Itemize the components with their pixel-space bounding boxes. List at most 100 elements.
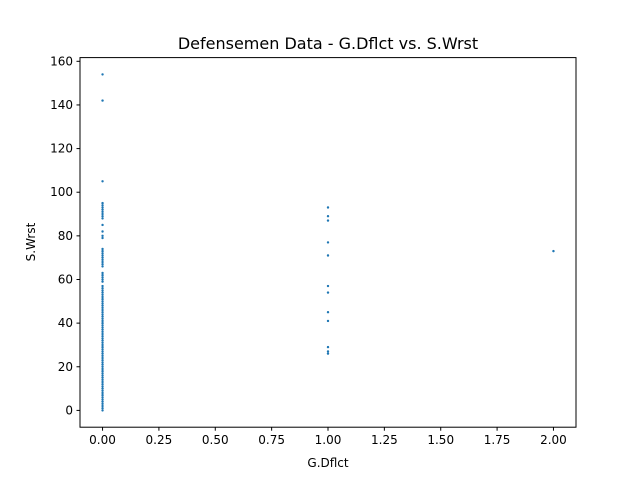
data-point — [101, 73, 104, 76]
data-point — [326, 350, 330, 353]
data-point — [101, 398, 104, 401]
data-point — [101, 380, 104, 384]
data-point — [101, 265, 104, 268]
data-point — [101, 278, 104, 281]
y-tick-label: 20 — [58, 360, 73, 374]
data-point — [101, 252, 104, 255]
data-point — [101, 361, 104, 364]
data-point — [101, 319, 104, 323]
data-point — [101, 291, 104, 294]
data-point — [326, 206, 330, 209]
y-axis-ticks: 0 20 40 60 80 100 120 140 160 — [50, 54, 80, 417]
data-point — [101, 393, 104, 397]
x-tick-label: 1.00 — [315, 433, 342, 447]
data-point — [101, 409, 104, 412]
y-tick-label: 40 — [58, 316, 73, 330]
data-point — [101, 223, 104, 227]
data-point — [101, 271, 104, 275]
data-point — [101, 247, 104, 251]
x-tick-label: 1.75 — [484, 433, 511, 447]
data-point — [101, 280, 104, 283]
x-tick-label: 1.25 — [371, 433, 398, 447]
data-point — [101, 297, 104, 301]
data-point — [101, 363, 104, 366]
data-point — [101, 236, 104, 240]
data-point — [101, 300, 104, 303]
data-point — [101, 201, 104, 205]
data-point — [101, 215, 104, 218]
y-tick-label: 60 — [58, 272, 73, 286]
data-point — [101, 284, 104, 288]
data-point — [101, 217, 104, 220]
data-point — [101, 396, 104, 399]
data-point — [101, 212, 104, 216]
data-point — [101, 208, 104, 211]
data-point — [101, 180, 104, 183]
data-point — [101, 276, 104, 279]
data-point — [101, 348, 104, 351]
data-point — [101, 354, 104, 358]
data-point — [326, 215, 330, 218]
data-point — [101, 341, 104, 344]
data-point — [101, 317, 104, 320]
data-point — [101, 337, 104, 340]
data-point — [101, 385, 104, 388]
data-point — [101, 391, 104, 395]
data-point — [101, 210, 104, 214]
data-point — [101, 308, 104, 312]
data-point — [101, 306, 104, 310]
data-point — [101, 324, 104, 327]
x-tick-label: 0.00 — [89, 433, 116, 447]
data-point — [101, 332, 104, 336]
data-point — [326, 352, 330, 355]
data-point — [101, 330, 104, 334]
data-point — [101, 295, 104, 299]
data-point — [101, 273, 104, 277]
data-point — [101, 313, 104, 316]
data-point — [101, 254, 104, 257]
data-point — [326, 241, 330, 244]
x-tick-label: 0.75 — [258, 433, 285, 447]
x-tick-label: 1.50 — [427, 433, 454, 447]
data-point — [101, 287, 104, 290]
data-point — [101, 230, 104, 233]
y-tick-label: 0 — [65, 403, 73, 417]
data-point — [101, 389, 104, 392]
y-axis-label: S.Wrst — [24, 222, 38, 261]
y-tick-label: 80 — [58, 229, 73, 243]
data-point — [326, 254, 330, 257]
data-point — [101, 404, 104, 408]
data-point — [101, 359, 104, 362]
x-tick-label: 0.50 — [202, 433, 229, 447]
data-point — [101, 372, 104, 375]
data-point — [101, 258, 104, 262]
data-point — [101, 293, 104, 296]
data-point — [101, 378, 104, 382]
data-point — [101, 335, 104, 338]
data-point — [326, 291, 330, 294]
data-point — [101, 311, 104, 314]
data-point — [101, 369, 104, 373]
data-point — [101, 315, 104, 318]
data-point — [101, 343, 104, 347]
x-axis-ticks: 0.00 0.25 0.50 0.75 1.00 1.25 1.50 1.75 2.00 — [89, 427, 567, 447]
data-point — [101, 234, 104, 238]
data-point — [326, 219, 330, 222]
data-point — [101, 339, 104, 342]
y-tick-label: 100 — [50, 185, 73, 199]
data-point — [101, 263, 104, 266]
data-point — [326, 319, 330, 323]
data-point — [101, 387, 104, 390]
data-point — [552, 249, 555, 253]
data-point — [101, 302, 104, 305]
data-point — [101, 376, 104, 379]
data-point — [101, 99, 104, 102]
data-point — [101, 260, 104, 264]
data-point — [101, 383, 104, 386]
x-tick-label: 0.25 — [146, 433, 173, 447]
y-tick-label: 160 — [50, 54, 73, 68]
data-point — [101, 345, 104, 349]
data-point — [101, 304, 104, 307]
data-point — [101, 374, 104, 377]
